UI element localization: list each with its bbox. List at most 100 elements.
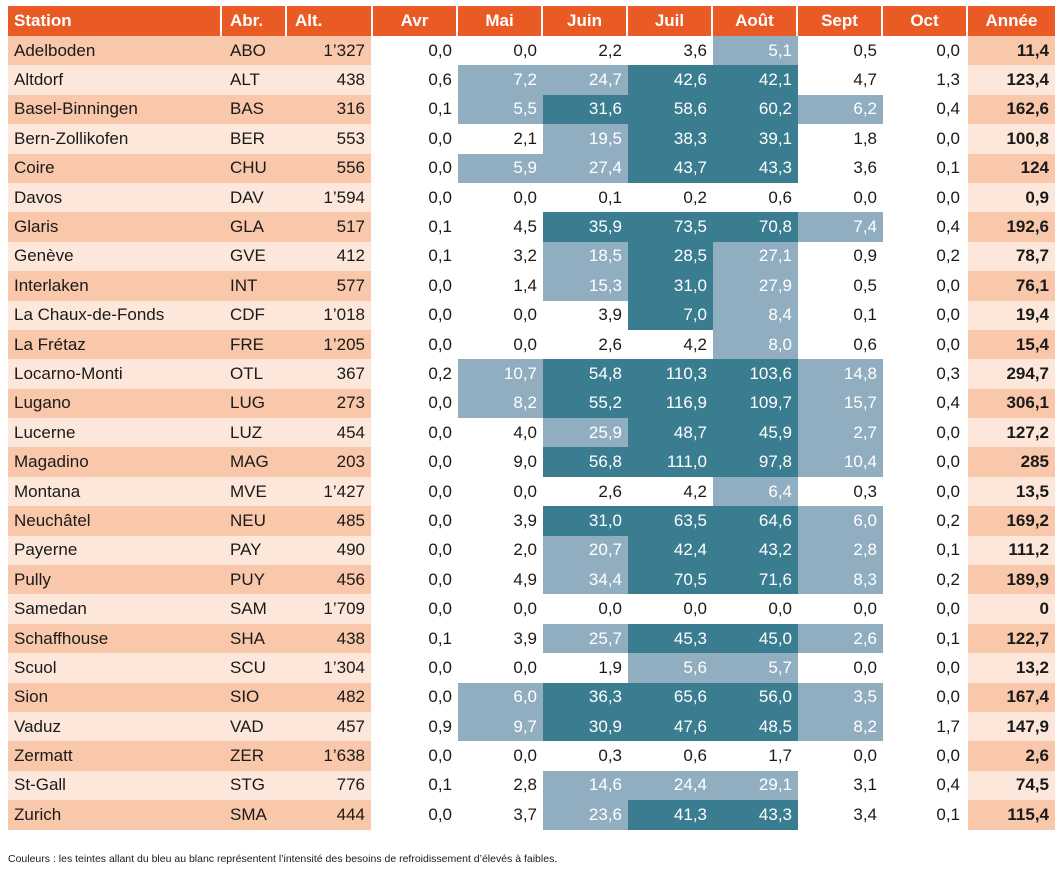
year-total-cell: 192,6 [968,212,1055,242]
month-value-cell: 0,2 [628,182,713,213]
station-cell: Bern-Zollikofen [8,124,222,154]
month-value-cell: 0,0 [798,182,883,213]
month-value-cell: 0,6 [713,182,798,213]
month-value-cell: 10,4 [798,447,883,477]
table-row: Davos DAV 1’594 0,0 0,0 0,1 0,2 0,6 0,0 0,0 0,9 [8,182,1055,213]
month-value-cell: 3,4 [798,800,883,830]
table-row: Sion SIO 482 0,0 6,0 36,3 65,6 56,0 3,5 0,0 167,4 [8,682,1055,712]
month-value-cell: 0,0 [883,182,968,213]
month-value-cell: 0,3 [798,476,883,507]
station-cell: Zurich [8,800,222,830]
month-value-cell: 0,0 [883,447,968,477]
month-value-cell: 0,1 [373,623,458,654]
station-cell: Locarno-Monti [8,359,222,389]
month-value-cell: 0,0 [373,682,458,712]
year-total-cell: 167,4 [968,682,1055,712]
year-total-cell: 285 [968,447,1055,477]
year-total-cell: 13,2 [968,653,1055,683]
altitude-cell: 490 [287,535,373,566]
year-total-cell: 13,5 [968,476,1055,507]
altitude-cell: 1’304 [287,653,373,683]
altitude-cell: 482 [287,682,373,712]
station-cell: Schaffhouse [8,623,222,654]
year-total-cell: 169,2 [968,506,1055,536]
footnote: Couleurs : les teintes allant du bleu au… [8,853,558,865]
month-value-cell: 0,0 [883,418,968,448]
month-value-cell: 0,1 [543,182,628,213]
month-value-cell: 0,2 [373,359,458,389]
month-value-cell: 27,4 [543,153,628,183]
month-value-cell: 65,6 [628,682,713,712]
month-value-cell: 45,9 [713,418,798,448]
station-cell: Altdorf [8,65,222,95]
month-value-cell: 0,0 [373,36,458,66]
month-value-cell: 3,9 [543,300,628,330]
table-row: Lucerne LUZ 454 0,0 4,0 25,9 48,7 45,9 2,7 0,0 127… [8,418,1055,448]
month-value-cell: 5,5 [458,94,543,125]
month-value-cell: 0,2 [883,241,968,272]
month-value-cell: 0,0 [883,594,968,624]
month-value-cell: 71,6 [713,565,798,595]
month-value-cell: 73,5 [628,212,713,242]
altitude-cell: 273 [287,388,373,419]
station-cell: Interlaken [8,271,222,301]
table-row: Neuchâtel NEU 485 0,0 3,9 31,0 63,5 64,6 6,0 0,2 1… [8,506,1055,536]
abbr-cell: PAY [222,535,287,566]
month-value-cell: 109,7 [713,388,798,419]
month-value-cell: 30,9 [543,711,628,742]
month-value-cell: 5,9 [458,153,543,183]
month-value-cell: 6,4 [713,476,798,507]
month-value-cell: 55,2 [543,388,628,419]
table-row: Scuol SCU 1’304 0,0 0,0 1,9 5,6 5,7 0,0 0,0 13,2 [8,653,1055,683]
month-value-cell: 97,8 [713,447,798,477]
month-value-cell: 2,6 [543,476,628,507]
altitude-cell: 438 [287,65,373,95]
abbr-cell: OTL [222,359,287,389]
year-total-cell: 11,4 [968,36,1055,66]
abbr-cell: LUZ [222,418,287,448]
month-value-cell: 0,4 [883,770,968,801]
month-value-cell: 15,3 [543,271,628,301]
month-value-cell: 0,0 [373,535,458,566]
abbr-cell: FRE [222,329,287,360]
table-row: Schaffhouse SHA 438 0,1 3,9 25,7 45,3 45,0 2,6 0,… [8,623,1055,654]
year-total-cell: 115,4 [968,800,1055,830]
year-total-cell: 294,7 [968,359,1055,389]
station-cell: Davos [8,182,222,213]
month-value-cell: 31,0 [543,506,628,536]
altitude-cell: 1’327 [287,36,373,66]
month-value-cell: 23,6 [543,800,628,830]
month-value-cell: 9,7 [458,711,543,742]
year-total-cell: 0,9 [968,182,1055,213]
table-row: Vaduz VAD 457 0,9 9,7 30,9 47,6 48,5 8,2 1,7 147,9 [8,711,1055,742]
station-cell: Zermatt [8,741,222,771]
table-row: Zermatt ZER 1’638 0,0 0,0 0,3 0,6 1,7 0,0 0,0 2,6 [8,741,1055,771]
month-value-cell: 54,8 [543,359,628,389]
table-row: Interlaken INT 577 0,0 1,4 15,3 31,0 27,9 0,5 0,0… [8,271,1055,301]
table-row: Bern-Zollikofen BER 553 0,0 2,1 19,5 38,3 39,1 1… [8,124,1055,154]
table-row: La Frétaz FRE 1’205 0,0 0,0 2,6 4,2 8,0 0,6 0,0 15… [8,329,1055,360]
month-value-cell: 27,1 [713,241,798,272]
abbr-cell: MVE [222,476,287,507]
month-value-cell: 8,3 [798,565,883,595]
month-value-cell: 19,5 [543,124,628,154]
month-value-cell: 0,0 [883,300,968,330]
month-value-cell: 56,8 [543,447,628,477]
station-cell: Montana [8,476,222,507]
month-value-cell: 45,0 [713,623,798,654]
header-alt: Alt. [287,6,373,36]
month-value-cell: 110,3 [628,359,713,389]
month-value-cell: 0,1 [373,212,458,242]
month-value-cell: 0,1 [373,94,458,125]
month-value-cell: 0,1 [373,770,458,801]
month-value-cell: 1,7 [883,711,968,742]
month-value-cell: 1,3 [883,65,968,95]
abbr-cell: INT [222,271,287,301]
header-row: Station Abr. Alt. Avr Mai Juin Juil Août… [8,6,1055,36]
abbr-cell: SCU [222,653,287,683]
month-value-cell: 0,5 [798,36,883,66]
month-value-cell: 5,1 [713,36,798,66]
month-value-cell: 25,9 [543,418,628,448]
abbr-cell: CHU [222,153,287,183]
station-cell: Coire [8,153,222,183]
